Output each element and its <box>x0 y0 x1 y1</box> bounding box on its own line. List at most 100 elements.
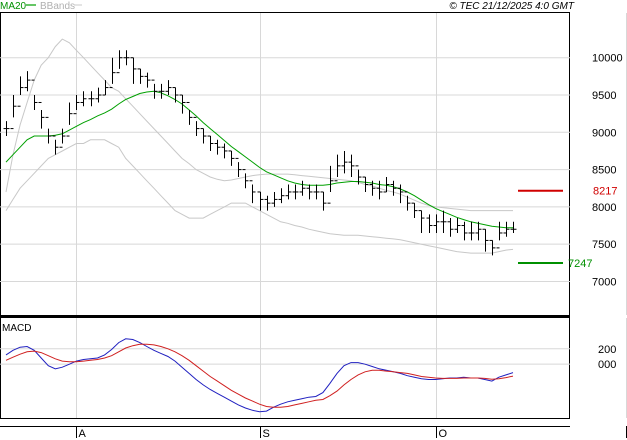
price-bar <box>271 191 278 207</box>
month-label: S <box>263 428 270 440</box>
price-bar <box>433 214 440 233</box>
price-bar <box>447 218 454 237</box>
copyright-notice: © TEC 21/12/2025 4:0 GMT <box>449 1 575 12</box>
price-bar <box>73 95 80 115</box>
bollinger-lower-line <box>5 139 514 254</box>
price-bar <box>257 191 264 211</box>
price-bar <box>249 180 256 204</box>
price-bar <box>130 57 137 84</box>
price-bar <box>411 202 418 219</box>
price-bar <box>172 87 179 103</box>
price-bar <box>45 116 52 144</box>
price-bar <box>489 239 496 256</box>
price-bar <box>242 169 249 189</box>
macd-panel <box>0 317 570 419</box>
price-y-tick-label: 8000 <box>592 202 616 214</box>
price-bar <box>80 91 87 107</box>
price-bar <box>299 180 306 196</box>
price-bar <box>144 72 151 88</box>
price-bar <box>221 143 228 159</box>
price-bar <box>320 191 327 211</box>
price-bar <box>475 221 482 241</box>
price-bar <box>454 218 461 233</box>
price-bar <box>348 154 355 178</box>
price-bar <box>109 57 116 89</box>
price-bar <box>158 83 165 99</box>
macd-y-tick-label: 200 <box>598 344 616 356</box>
price-y-tick-label: 9000 <box>592 127 616 139</box>
macd-y-tick-label: 000 <box>598 359 616 371</box>
price-bar <box>151 79 158 99</box>
price-bar <box>137 68 144 84</box>
month-label: A <box>79 428 87 440</box>
price-y-tick-label: 8500 <box>592 165 616 177</box>
price-bar <box>228 150 235 166</box>
price-bar <box>3 121 10 137</box>
signal-line <box>5 343 514 408</box>
price-bar <box>165 80 172 96</box>
price-bar <box>123 50 130 66</box>
price-bar <box>200 128 207 144</box>
price-bar <box>426 214 433 233</box>
price-bar <box>355 165 362 185</box>
price-bar <box>88 91 95 107</box>
price-bar <box>418 210 425 233</box>
price-bar <box>10 95 17 130</box>
support-level-label: 7247 <box>568 258 592 270</box>
price-bar <box>95 87 102 103</box>
price-bars-layer <box>3 50 517 256</box>
price-bar <box>503 221 510 237</box>
price-bar <box>306 184 313 200</box>
bbands-legend-label: BBands <box>40 1 75 12</box>
price-bar <box>264 195 271 211</box>
price-bar <box>285 184 292 200</box>
price-bar <box>327 165 334 204</box>
grid-layer <box>0 13 627 418</box>
price-bar <box>383 177 390 193</box>
price-bar <box>362 176 369 192</box>
price-y-tick-label: 10000 <box>592 53 623 65</box>
macd-lines-layer <box>5 338 514 413</box>
price-bar <box>468 221 475 241</box>
price-bar <box>482 228 489 252</box>
price-bar <box>31 79 38 110</box>
price-bar <box>376 180 383 200</box>
price-bar <box>404 191 411 211</box>
price-bar <box>334 154 341 182</box>
legend: MA20 BBands <box>0 1 82 12</box>
price-bar <box>369 180 376 196</box>
price-bar <box>186 101 193 125</box>
price-bar <box>38 101 45 129</box>
price-bar <box>102 80 109 96</box>
bollinger-upper-line <box>5 38 513 212</box>
macd-panel-frame <box>0 317 570 419</box>
price-bar <box>235 157 242 178</box>
resistance-level-label: 8217 <box>593 186 617 198</box>
price-bar <box>179 94 186 114</box>
price-bar <box>207 135 214 151</box>
price-bar <box>313 184 320 200</box>
macd-line <box>5 338 514 413</box>
price-bar <box>292 184 299 200</box>
price-bar <box>510 221 517 233</box>
price-bar <box>52 135 59 155</box>
price-y-tick-label: 7000 <box>592 276 616 288</box>
price-y-tick-label: 7500 <box>592 239 616 251</box>
levels-layer: 8217 7247 <box>518 186 617 270</box>
price-bar <box>66 102 73 137</box>
axis-ticks-layer: 10000950090008500800075007000200000ASOND <box>76 53 627 440</box>
price-y-tick-label: 9500 <box>592 90 616 102</box>
month-label: O <box>439 428 448 440</box>
price-bar <box>390 180 397 196</box>
price-bar <box>59 128 66 148</box>
price-bar <box>17 76 24 107</box>
price-bar <box>116 50 123 74</box>
price-bar <box>461 221 468 241</box>
bollinger-bands-layer <box>5 38 514 254</box>
ma20-line <box>5 90 513 229</box>
price-bar <box>193 116 200 137</box>
price-bar <box>341 150 348 174</box>
price-bar <box>24 71 31 92</box>
price-bar <box>440 210 447 233</box>
